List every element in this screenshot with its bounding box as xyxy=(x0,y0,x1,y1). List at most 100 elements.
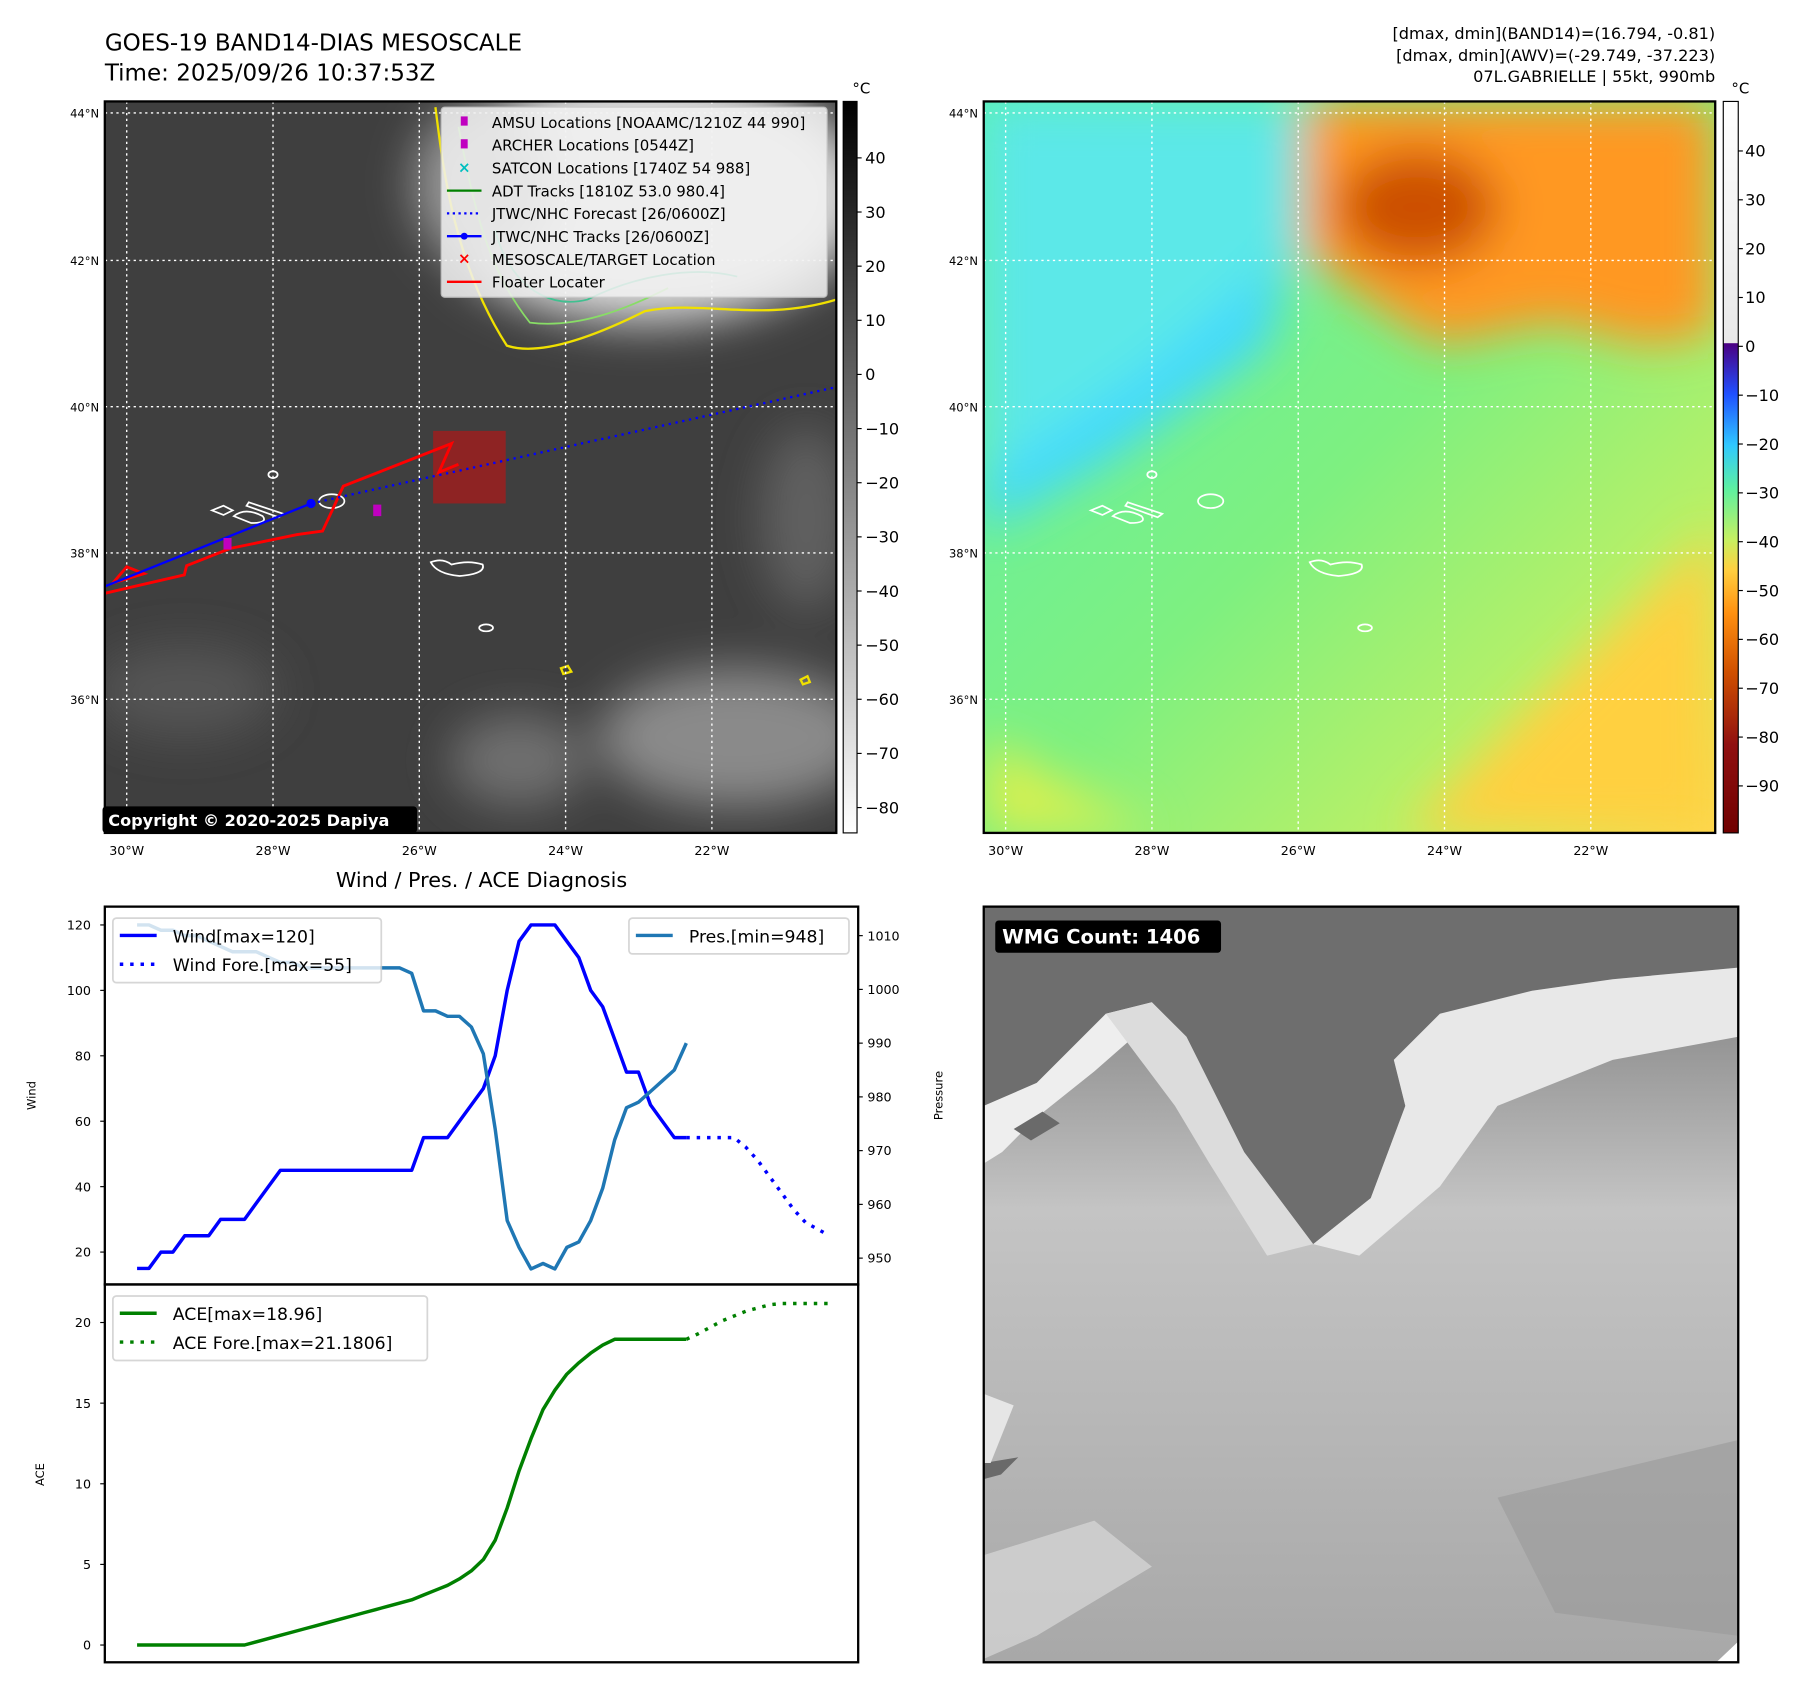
legend-label: JTWC/NHC Forecast [26/0600Z] xyxy=(491,205,726,223)
colorbar-ir-tick-label: 0 xyxy=(865,365,875,384)
colorbar-ir-tick-label: −80 xyxy=(865,798,899,817)
colorbar-awv-tick-label: −40 xyxy=(1745,532,1779,551)
legend-entry: Floater Locater xyxy=(446,274,606,292)
ace-axis-label: ACE xyxy=(33,1463,47,1486)
colorbar-ir-tick-label: −70 xyxy=(865,744,899,763)
y-tick-label: 120 xyxy=(67,918,91,933)
series-line-wind xyxy=(137,923,687,1271)
chart-title: Wind / Pres. / ACE Diagnosis xyxy=(336,868,627,892)
colorbar-awv-tick-label: −30 xyxy=(1745,484,1779,503)
jtwc-track xyxy=(104,502,312,588)
lon-tick-label: 22°W xyxy=(1573,843,1608,858)
archer-marker xyxy=(373,504,382,517)
lon-tick-label: 22°W xyxy=(694,843,729,858)
lon-tick-label: 24°W xyxy=(548,843,583,858)
amsu-marker xyxy=(223,538,232,550)
y2-tick-label: 1000 xyxy=(867,982,899,997)
y2-tick-label: 1010 xyxy=(867,928,899,943)
legend-label: ACE Fore.[max=21.1806] xyxy=(173,1334,393,1354)
lat-tick-label: 42°N xyxy=(70,254,99,268)
lat-tick-label: 40°N xyxy=(949,400,978,414)
y-tick-label: 20 xyxy=(75,1245,91,1260)
legend-label: Wind[max=120] xyxy=(173,927,315,947)
square-marker-icon xyxy=(460,139,468,149)
legend-label: ADT Tracks [1810Z 53.0 980.4] xyxy=(492,182,725,200)
lon-tick-label: 26°W xyxy=(402,843,437,858)
legend-label: MESOSCALE/TARGET Location xyxy=(492,251,716,269)
series-line-ace xyxy=(137,1337,687,1647)
dot-marker-icon xyxy=(460,232,468,240)
colorbar-ir-tick-label: −50 xyxy=(865,636,899,655)
colorbar-awv-tick-label: 40 xyxy=(1745,142,1766,161)
y2-tick-label: 990 xyxy=(867,1036,891,1051)
y-tick-label: 40 xyxy=(75,1179,91,1194)
lat-tick-label: 40°N xyxy=(70,400,99,414)
y-tick-label: 5 xyxy=(83,1557,91,1572)
colorbar-awv-tick-label: −10 xyxy=(1745,386,1779,405)
lon-tick-label: 30°W xyxy=(988,843,1023,858)
colorbar-ir-tick-label: −40 xyxy=(865,582,899,601)
legend-label: AMSU Locations [NOAAMC/1210Z 44 990] xyxy=(492,114,805,132)
stats-awv: [dmax, dmin](AWV)=(-29.749, -37.223) xyxy=(1396,46,1715,65)
series-line-ace-fore- xyxy=(685,1301,830,1341)
storm-info: 07L.GABRIELLE | 55kt, 990mb xyxy=(1473,67,1715,86)
floater-track xyxy=(104,440,460,595)
wmg-count-badge xyxy=(995,920,1222,953)
chart-legend: ACE[max=18.96] ACE Fore.[max=21.1806] xyxy=(112,1295,429,1362)
colorbar-ir-tick-label: −10 xyxy=(865,419,899,438)
legend-entry: ARCHER Locations [0544Z] xyxy=(460,137,694,155)
wmg-count-text: WMG Count: 1406 xyxy=(1002,925,1200,948)
legend-label: Wind Fore.[max=55] xyxy=(173,956,352,976)
legend-label: JTWC/NHC Tracks [26/0600Z] xyxy=(491,228,709,246)
lon-tick-label: 30°W xyxy=(109,843,144,858)
chart-legend: Pres.[min=948] xyxy=(628,917,850,955)
lat-tick-label: 36°N xyxy=(949,693,978,707)
colorbar-ir-tick-label: −20 xyxy=(865,473,899,492)
colorbar-awv-tick-label: −50 xyxy=(1745,581,1779,600)
lat-tick-label: 42°N xyxy=(949,254,978,268)
awv-map xyxy=(983,101,1716,833)
colorbar-awv-tick-label: −60 xyxy=(1745,630,1779,649)
stats-band14: [dmax, dmin](BAND14)=(16.794, -0.81) xyxy=(1393,24,1716,43)
islands xyxy=(209,470,494,633)
legend-entry: JTWC/NHC Tracks [26/0600Z] xyxy=(446,228,709,246)
legend-entry: × SATCON Locations [1740Z 54 988] xyxy=(458,158,750,177)
colorbar-ir-tick-label: 40 xyxy=(865,149,886,168)
x-marker-icon: × xyxy=(458,158,471,176)
colorbar-awv-tick-label: 0 xyxy=(1745,337,1755,356)
colorbar-awv xyxy=(1722,100,1739,834)
colorbar-awv-tick-label: 20 xyxy=(1745,239,1766,258)
y-tick-label: 100 xyxy=(67,983,91,998)
legend-entry: AMSU Locations [NOAAMC/1210Z 44 990] xyxy=(460,114,805,132)
colorbar-awv-tick-label: 10 xyxy=(1745,288,1766,307)
lat-tick-label: 44°N xyxy=(949,107,978,121)
y-tick-label: 20 xyxy=(75,1315,91,1330)
y-tick-label: 0 xyxy=(83,1638,91,1653)
copyright-box xyxy=(102,806,417,833)
map-legend: AMSU Locations [NOAAMC/1210Z 44 990] ARCH… xyxy=(440,106,828,298)
figure-time: Time: 2025/09/26 10:37:53Z xyxy=(104,61,436,87)
colorbar-ir-tick-label: −30 xyxy=(865,528,899,547)
colorbar-awv-unit: °C xyxy=(1731,79,1749,97)
lat-tick-label: 44°N xyxy=(70,107,99,121)
lon-tick-label: 24°W xyxy=(1427,843,1462,858)
pressure-axis-label: Pressure xyxy=(931,1071,945,1120)
y2-tick-label: 970 xyxy=(867,1143,891,1158)
y2-tick-label: 980 xyxy=(867,1089,891,1104)
wind-axis-label: Wind xyxy=(25,1081,39,1110)
colorbar-ir-tick-label: 20 xyxy=(865,257,886,276)
copyright-text: Copyright © 2020-2025 Dapiya xyxy=(108,811,389,830)
lat-tick-label: 38°N xyxy=(949,547,978,561)
colorbar-ir-tick-label: 30 xyxy=(865,203,886,222)
colorbar-ir-tick-label: 10 xyxy=(865,311,886,330)
y-tick-label: 60 xyxy=(75,1114,91,1129)
legend-label: Floater Locater xyxy=(492,274,606,292)
series-line-wind-fore- xyxy=(686,1135,831,1238)
colorbar-awv-tick-label: 30 xyxy=(1745,191,1766,210)
square-marker-icon xyxy=(460,116,468,126)
lat-tick-label: 36°N xyxy=(70,693,99,707)
legend-label: SATCON Locations [1740Z 54 988] xyxy=(492,160,750,178)
y2-tick-label: 950 xyxy=(867,1251,891,1266)
lon-tick-label: 28°W xyxy=(1134,843,1169,858)
colorbar-ir xyxy=(842,100,858,834)
